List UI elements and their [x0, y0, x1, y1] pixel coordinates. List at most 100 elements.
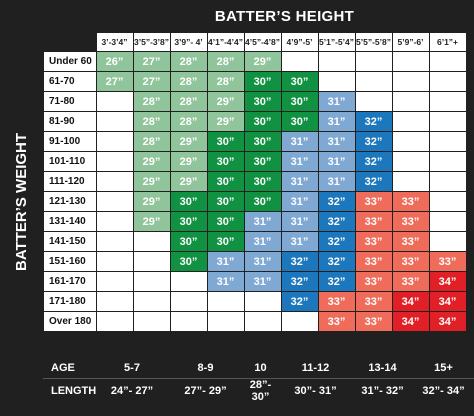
bat-length-cell: 27”	[95, 71, 134, 92]
bat-length-cell: 30”	[243, 191, 282, 212]
weight-label: 101-110	[43, 151, 97, 172]
height-header-row: 3’-3’4” 3’5”-3’8” 3’9”- 4’ 4’1”-4’4” 4’5”-4’…	[43, 32, 467, 52]
bat-length-cell: 32”	[354, 131, 393, 152]
weight-label: 91-100	[43, 131, 97, 152]
empty-cell	[428, 191, 467, 212]
empty-cell	[354, 71, 393, 92]
bat-length-cell: 30”	[243, 111, 282, 132]
length-range: 28”- 30”	[242, 378, 279, 403]
weight-label: 131-140	[43, 211, 97, 232]
empty-cell	[169, 291, 208, 312]
height-header-cell: 5’5”-5’8”	[354, 32, 393, 52]
weight-row: Under 60 26” 27” 28” 28” 29”	[43, 51, 467, 72]
bat-length-cell: 33”	[391, 271, 430, 292]
empty-cell	[428, 111, 467, 132]
age-group: 10	[254, 362, 267, 374]
weight-label: 61-70	[43, 71, 97, 92]
empty-cell	[428, 171, 467, 192]
bat-length-cell: 26”	[95, 51, 134, 72]
bat-length-cell: 33”	[354, 271, 393, 292]
empty-cell	[243, 311, 282, 332]
empty-cell	[391, 131, 430, 152]
bat-length-cell: 31”	[243, 231, 282, 252]
weight-row: 81-90 28” 28” 29” 30” 30” 31” 32”	[43, 111, 467, 132]
bat-length-cell: 30”	[169, 231, 208, 252]
weight-row: 71-80 28” 28” 29” 30” 30” 31”	[43, 91, 467, 112]
bat-length-cell: 28”	[132, 131, 171, 152]
bat-length-cell: 29”	[169, 131, 208, 152]
empty-cell	[95, 291, 134, 312]
bat-length-cell: 29”	[132, 211, 171, 232]
length-range: 27”- 29”	[169, 378, 242, 403]
empty-cell	[132, 231, 171, 252]
weight-label: 111-120	[43, 171, 97, 192]
bat-length-cell: 34”	[428, 291, 467, 312]
empty-cell	[95, 251, 134, 272]
bat-length-cell: 28”	[132, 111, 171, 132]
empty-cell	[428, 211, 467, 232]
bat-size-grid: Under 60 26” 27” 28” 28” 29” 61-70 27” 27” 28” 28”…	[43, 51, 467, 332]
weight-row: 121-130 29” 30” 30” 30” 31” 32” 33” 33”	[43, 191, 467, 212]
height-header-cell: 4’1”-4’4”	[206, 32, 245, 52]
weight-row: 171-180 32” 33” 33” 34” 34”	[43, 291, 467, 312]
bat-length-cell: 34”	[391, 291, 430, 312]
bat-length-cell: 31”	[280, 231, 319, 252]
empty-cell	[428, 71, 467, 92]
bat-length-cell: 28”	[169, 111, 208, 132]
bat-length-cell: 29”	[132, 151, 171, 172]
bat-length-cell: 31”	[243, 271, 282, 292]
height-header-cell: 3’5”-3’8”	[132, 32, 171, 52]
height-header-cell: 3’-3’4”	[95, 32, 134, 52]
empty-cell	[95, 271, 134, 292]
weight-row: 91-100 28” 29” 30” 30” 31” 31” 32”	[43, 131, 467, 152]
bat-length-cell: 33”	[391, 191, 430, 212]
bat-length-cell: 32”	[354, 111, 393, 132]
weight-row: 111-120 29” 29” 30” 30” 31” 31” 32”	[43, 171, 467, 192]
bat-length-cell: 29”	[243, 51, 282, 72]
length-range: 31”- 32”	[352, 378, 413, 403]
empty-cell	[95, 171, 134, 192]
bat-length-cell: 33”	[354, 251, 393, 272]
bat-length-cell: 29”	[132, 171, 171, 192]
empty-cell	[95, 111, 134, 132]
empty-cell	[95, 131, 134, 152]
bat-length-cell: 30”	[243, 91, 282, 112]
batters-weight-title: BATTER’S WEIGHT	[3, 52, 37, 352]
bat-length-cell: 31”	[317, 171, 356, 192]
bat-length-cell: 30”	[243, 131, 282, 152]
height-header-cell: 5’9”-6’	[391, 32, 430, 52]
empty-cell	[428, 131, 467, 152]
bat-length-cell: 30”	[206, 211, 245, 232]
empty-cell	[280, 311, 319, 332]
age-group: 5-7	[124, 362, 140, 374]
bat-length-cell: 30”	[243, 171, 282, 192]
bat-length-cell: 31”	[206, 271, 245, 292]
bat-length-cell: 28”	[206, 51, 245, 72]
bat-length-cell: 33”	[354, 311, 393, 332]
empty-cell	[243, 291, 282, 312]
bat-length-cell: 31”	[317, 91, 356, 112]
bat-length-cell: 30”	[169, 251, 208, 272]
bat-length-cell: 30”	[169, 191, 208, 212]
empty-cell	[428, 91, 467, 112]
bat-length-cell: 31”	[317, 111, 356, 132]
bat-length-cell: 28”	[169, 51, 208, 72]
bat-length-cell: 32”	[280, 271, 319, 292]
weight-row: 141-150 30” 30” 31” 31” 32” 33” 33”	[43, 231, 467, 252]
length-row: LENGTH 24”- 27” 27”- 29” 28”- 30” 30”- 31” 3…	[43, 378, 474, 403]
empty-cell	[95, 211, 134, 232]
bat-length-cell: 31”	[243, 211, 282, 232]
bat-length-cell: 32”	[280, 291, 319, 312]
bat-length-cell: 33”	[391, 211, 430, 232]
weight-label: 151-160	[43, 251, 97, 272]
bat-length-cell: 31”	[280, 171, 319, 192]
bat-length-cell: 31”	[280, 151, 319, 172]
empty-cell	[391, 51, 430, 72]
bat-length-cell: 31”	[317, 131, 356, 152]
bat-length-cell: 32”	[317, 231, 356, 252]
bat-length-cell: 29”	[169, 171, 208, 192]
bat-length-cell: 27”	[132, 71, 171, 92]
bat-length-cell: 30”	[206, 151, 245, 172]
bat-length-cell: 32”	[280, 251, 319, 272]
age-group: 13-14	[368, 362, 397, 374]
